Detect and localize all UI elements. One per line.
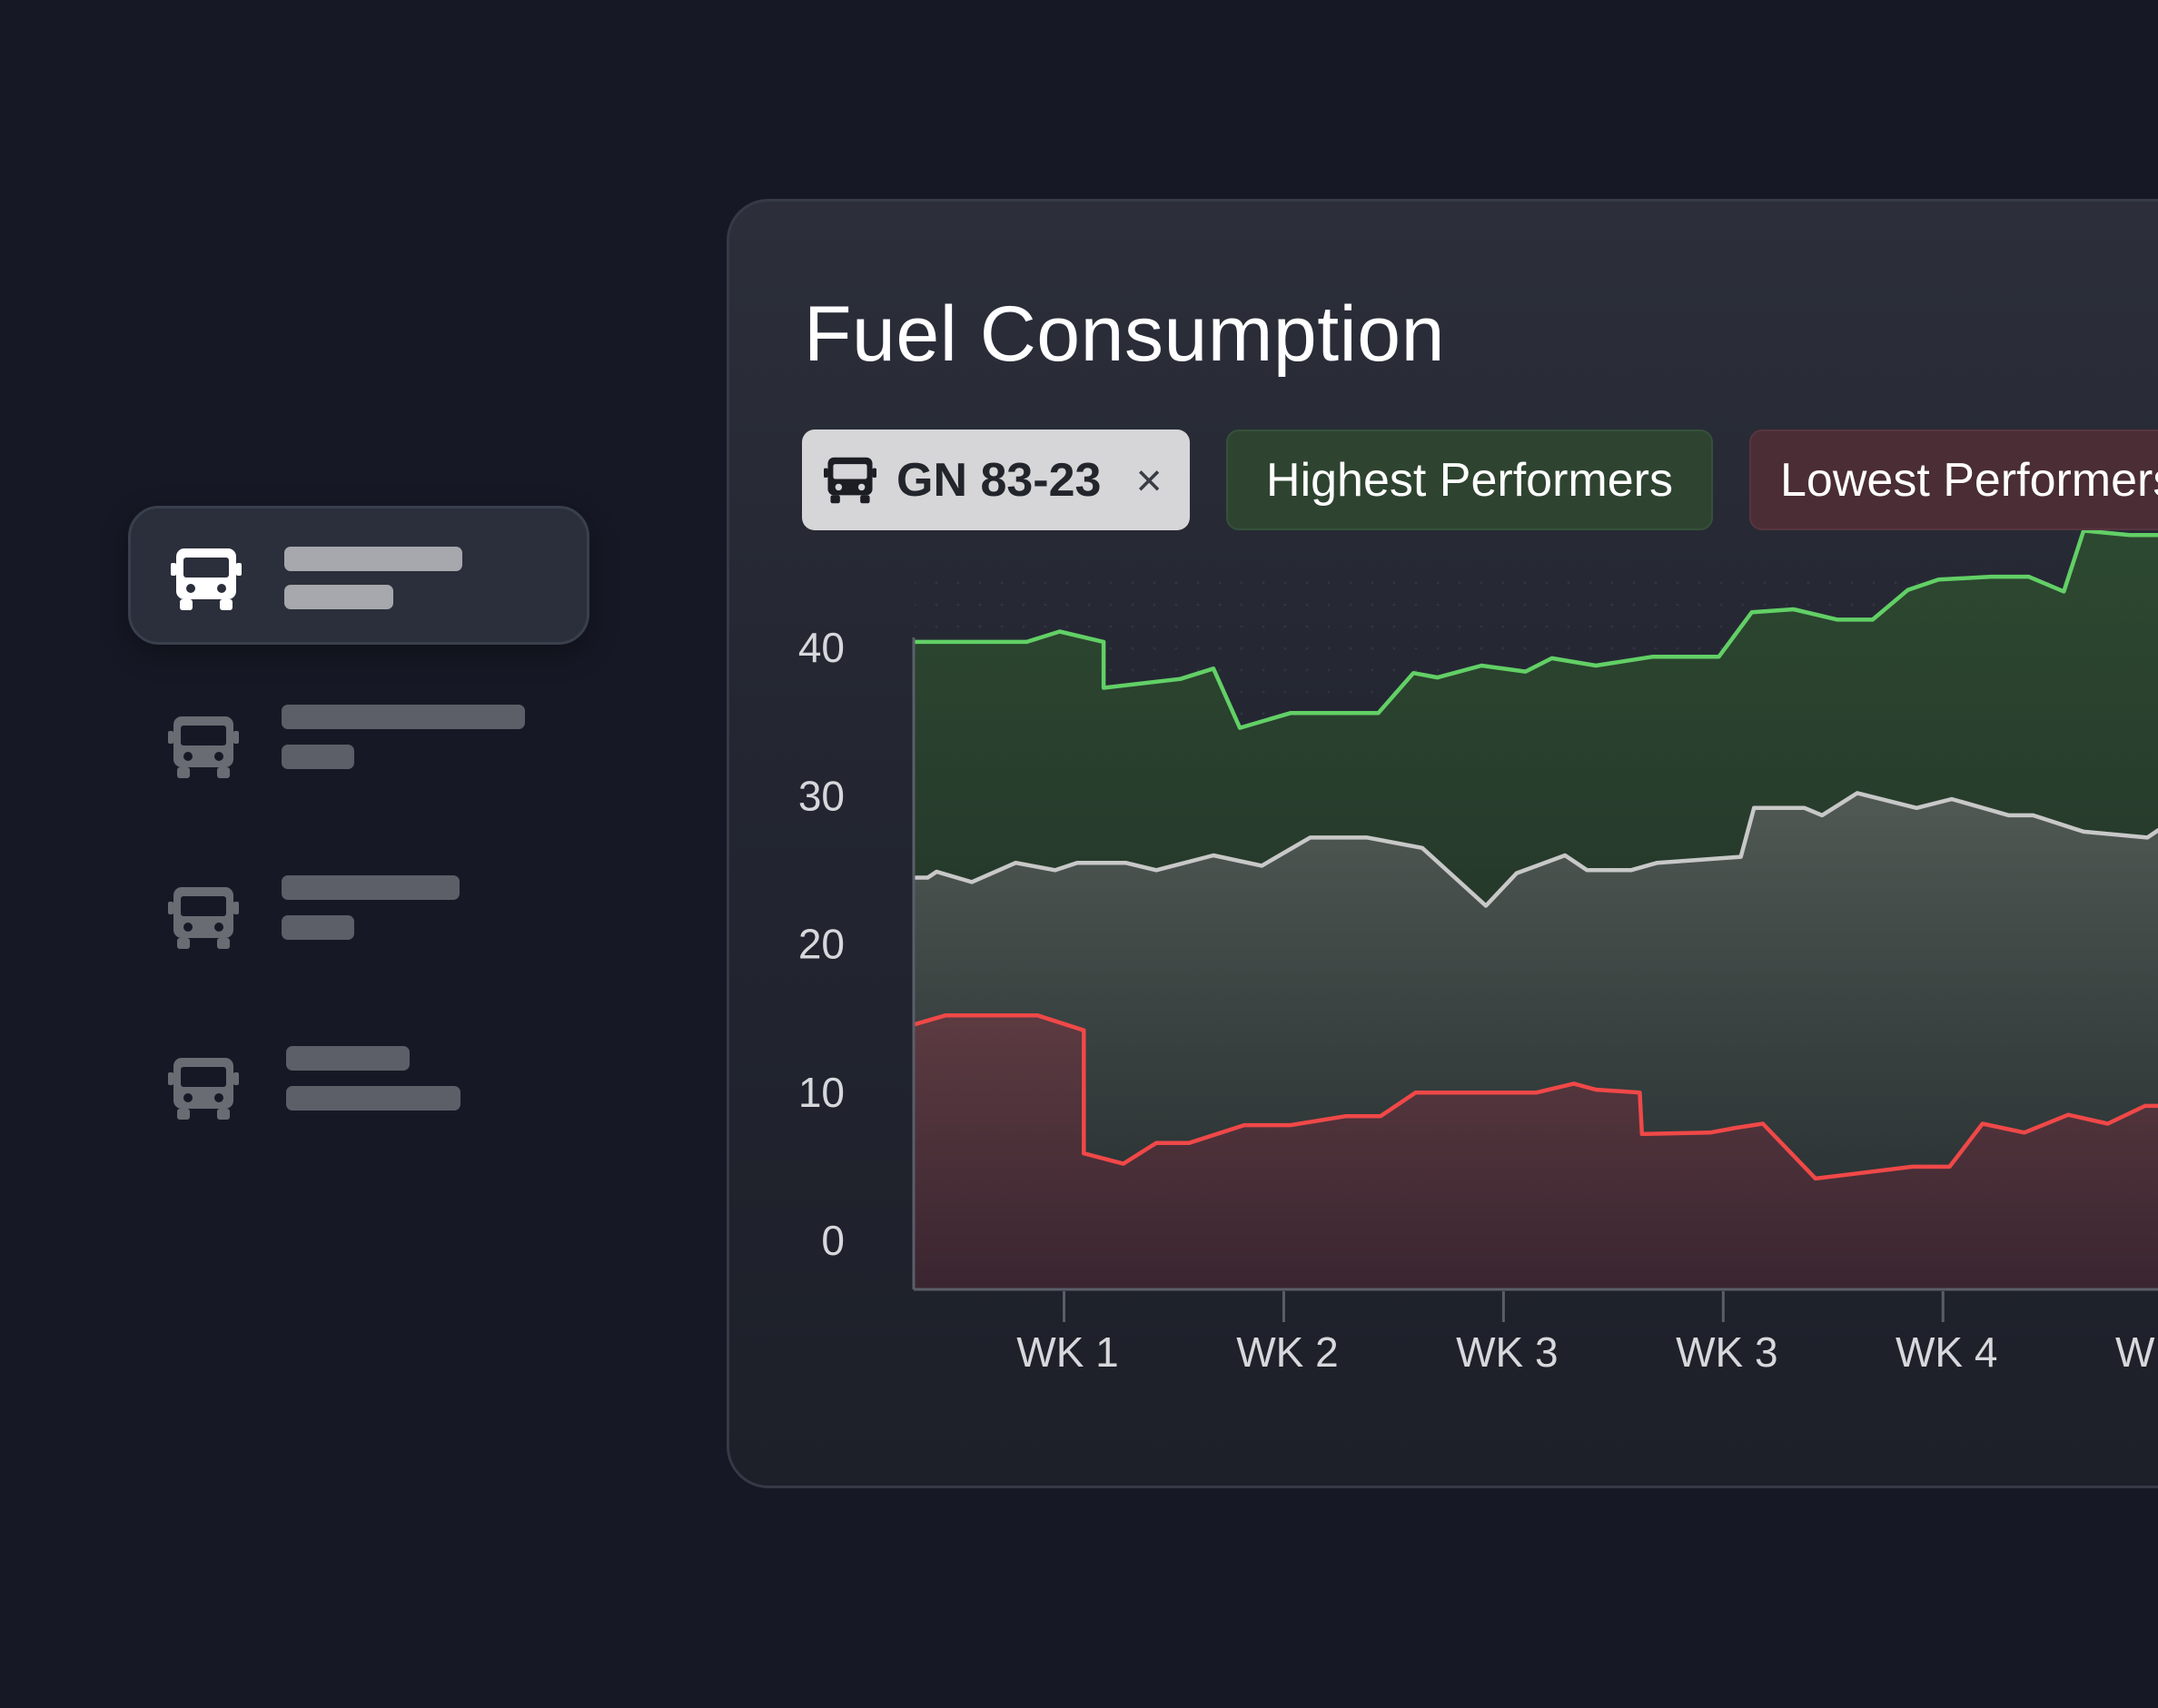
lowest-performers-line xyxy=(914,1013,2158,1181)
y-tick-label: 0 xyxy=(821,1217,845,1264)
vehicle-name-placeholder xyxy=(286,1046,410,1071)
vehicle-name-placeholder xyxy=(282,705,525,729)
vehicle-list-item[interactable] xyxy=(128,1018,589,1157)
vehicle-name-placeholder xyxy=(282,875,460,900)
bus-icon xyxy=(168,1058,239,1120)
y-tick-label: 10 xyxy=(798,1069,845,1116)
vehicle-name-placeholder xyxy=(284,547,462,571)
fuel-consumption-card: 0 10 20 30 40 WK 1 WK 2 WK 3 WK 3 WK 4 WK 5 Fuel … xyxy=(727,199,2158,1488)
y-tick-label: 40 xyxy=(798,624,845,671)
chart-y-ticks: 0 10 20 30 40 xyxy=(798,624,845,1264)
lowest-performers-area xyxy=(915,1015,2158,1289)
vehicle-filter-label: GN 83-23 xyxy=(896,453,1102,507)
lowest-performers-label: Lowest Performers xyxy=(1780,453,2158,507)
y-tick-label: 20 xyxy=(798,921,845,968)
card-title: Fuel Consumption xyxy=(804,291,1445,378)
gn-83-23-line xyxy=(915,791,2158,908)
fuel-consumption-chart: 0 10 20 30 40 WK 1 WK 2 WK 3 WK 3 WK 4 WK 5 xyxy=(798,528,2158,1376)
y-tick-label: 30 xyxy=(798,772,845,819)
highest-performers-filter[interactable]: Highest Performers xyxy=(1226,429,1713,530)
chart-lines xyxy=(914,528,2158,1181)
bus-icon xyxy=(824,457,876,503)
bus-icon xyxy=(168,716,239,778)
bus-icon xyxy=(171,548,242,610)
vehicle-filter-chip[interactable]: GN 83-23 × xyxy=(802,429,1190,530)
x-tick-label: WK 1 xyxy=(1016,1328,1118,1376)
vehicle-list-item[interactable] xyxy=(128,676,589,815)
lowest-performers-filter[interactable]: Lowest Performers xyxy=(1749,429,2158,530)
x-tick-label: WK 3 xyxy=(1456,1328,1558,1376)
x-tick-label: WK 4 xyxy=(1896,1328,1997,1376)
close-icon[interactable]: × xyxy=(1135,454,1163,506)
vehicle-detail-placeholder xyxy=(282,745,354,769)
vehicle-detail-placeholder xyxy=(282,915,354,940)
highest-performers-line xyxy=(915,528,2158,730)
vehicle-list-item-selected[interactable] xyxy=(128,506,589,645)
bus-icon xyxy=(168,887,239,949)
chart-x-ticks: WK 1 WK 2 WK 3 WK 3 WK 4 WK 5 xyxy=(1016,1291,2158,1376)
vehicle-detail-placeholder xyxy=(286,1086,460,1111)
x-tick-label: WK 3 xyxy=(1676,1328,1777,1376)
chart-areas xyxy=(915,530,2158,1289)
highest-performers-label: Highest Performers xyxy=(1266,453,1673,507)
x-tick-label: WK 5 xyxy=(2115,1328,2158,1376)
vehicle-list-item[interactable] xyxy=(128,847,589,986)
vehicle-detail-placeholder xyxy=(284,585,393,609)
x-tick-label: WK 2 xyxy=(1236,1328,1338,1376)
